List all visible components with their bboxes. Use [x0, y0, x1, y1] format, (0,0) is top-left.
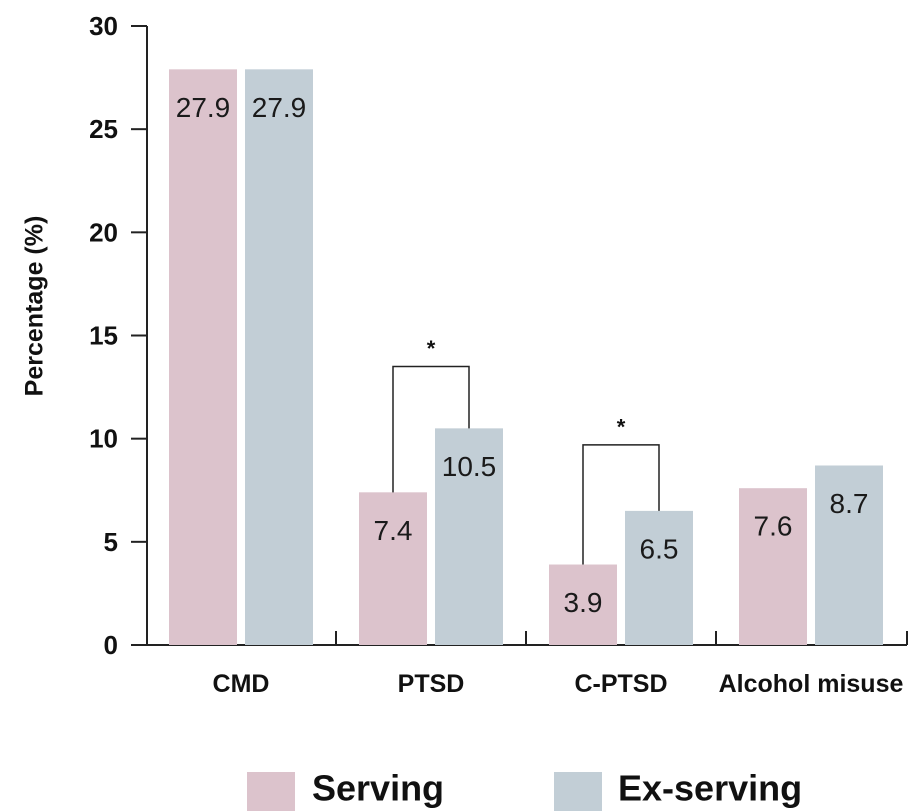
- bar-ex-serving-ptsd: [435, 428, 503, 645]
- x-tick-label-c-ptsd: C-PTSD: [574, 670, 667, 698]
- value-label-ex-serving-alcohol-misuse: 8.7: [830, 488, 869, 519]
- significance-marker-c-ptsd: *: [617, 414, 626, 439]
- y-tick-label: 0: [104, 630, 118, 660]
- y-tick-label: 10: [89, 424, 118, 454]
- y-tick-label: 20: [89, 217, 118, 247]
- x-tick-label-cmd: CMD: [213, 670, 270, 698]
- y-tick-label: 30: [89, 11, 118, 41]
- y-tick-label: 5: [104, 527, 118, 557]
- x-tick-label-ptsd: PTSD: [398, 670, 465, 698]
- y-axis-title: Percentage (%): [21, 216, 49, 397]
- value-label-ex-serving-c-ptsd: 6.5: [640, 533, 679, 564]
- x-tick-label-alcohol-misuse: Alcohol misuse: [719, 670, 904, 698]
- significance-marker-ptsd: *: [427, 336, 436, 361]
- bar-ex-serving-cmd: [245, 69, 313, 645]
- value-label-ex-serving-ptsd: 10.5: [442, 451, 497, 482]
- y-tick-label: 25: [89, 114, 118, 144]
- x-axis: CMD PTSD C-PTSD Alcohol misuse: [147, 631, 908, 698]
- bars: [169, 69, 883, 645]
- value-label-serving-alcohol-misuse: 7.6: [754, 511, 793, 542]
- bar-serving-alcohol-misuse: [739, 488, 807, 645]
- significance-brackets: **: [392, 336, 660, 565]
- bar-ex-serving-alcohol-misuse: [815, 465, 883, 645]
- bar-serving-c-ptsd: [549, 564, 617, 645]
- bar-ex-serving-c-ptsd: [625, 510, 693, 645]
- legend: Serving Ex-serving: [247, 768, 802, 811]
- value-label-serving-cmd: 27.9: [176, 92, 231, 123]
- legend-swatch-serving: [247, 772, 295, 811]
- y-tick-label: 15: [89, 321, 118, 351]
- bar-serving-ptsd: [359, 492, 427, 645]
- value-label-ex-serving-cmd: 27.9: [252, 92, 307, 123]
- value-label-serving-ptsd: 7.4: [374, 515, 413, 546]
- y-axis: 0 5 10 15 20 25 30: [89, 11, 148, 660]
- legend-swatch-ex-serving: [554, 772, 602, 811]
- bar-serving-cmd: [169, 69, 237, 645]
- significance-bracket-ptsd: [392, 365, 470, 493]
- legend-label-ex-serving: Ex-serving: [618, 768, 802, 809]
- significance-bracket-c-ptsd: [582, 444, 660, 565]
- value-label-serving-c-ptsd: 3.9: [564, 587, 603, 618]
- value-labels: 27.9 7.4 3.9 7.6 27.9 10.5 6.5 8.7: [176, 92, 869, 618]
- legend-label-serving: Serving: [312, 768, 444, 809]
